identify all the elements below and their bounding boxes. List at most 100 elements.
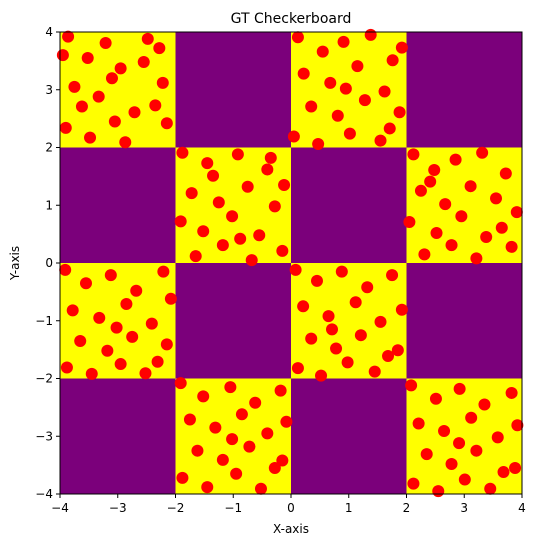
y-tick-label: −4 [35, 487, 53, 501]
scatter-point [156, 76, 169, 89]
scatter-point [68, 80, 81, 93]
scatter-point [478, 398, 491, 411]
scatter-point [60, 361, 73, 374]
scatter-point [224, 381, 237, 394]
scatter-point [470, 252, 483, 265]
scatter-point [386, 269, 399, 282]
scatter-point [74, 334, 87, 347]
scatter-point [235, 408, 248, 421]
scatter-point [511, 419, 524, 432]
scatter-point [330, 342, 343, 355]
scatter-point [276, 244, 289, 257]
scatter-point [316, 45, 329, 58]
y-tick-label: 4 [45, 25, 53, 39]
scatter-point [291, 31, 304, 44]
x-tick-label: 2 [403, 501, 411, 515]
scatter-point [137, 56, 150, 69]
y-tick-label: 2 [45, 141, 53, 155]
scatter-point [403, 216, 416, 228]
scatter-point [465, 411, 478, 424]
scatter-point [191, 444, 204, 457]
scatter-point [130, 284, 143, 297]
scatter-point [291, 362, 304, 375]
scatter-point [226, 210, 239, 223]
scatter-point [176, 146, 189, 159]
scatter-point [189, 250, 202, 263]
scatter-point [490, 192, 503, 205]
scatter-point [335, 265, 348, 278]
scatter-point [99, 36, 112, 49]
scatter-point [445, 457, 458, 470]
scatter-point [476, 146, 489, 159]
scatter-point [183, 413, 196, 426]
scatter-point [480, 231, 493, 244]
scatter-point [108, 115, 121, 128]
scatter-point [160, 117, 173, 130]
scatter-point [432, 485, 445, 498]
scatter-point [212, 196, 225, 209]
scatter-point [253, 229, 266, 242]
scatter-point [455, 210, 468, 223]
scatter-point [268, 200, 281, 213]
y-tick-label: 0 [45, 256, 53, 270]
scatter-point [110, 321, 123, 334]
scatter-point [231, 148, 244, 161]
y-tick-label: −1 [35, 314, 53, 328]
scatter-point [84, 131, 97, 144]
scatter-point [349, 296, 362, 309]
scatter-point [383, 122, 396, 135]
scatter-point [79, 277, 92, 290]
scatter-point [358, 94, 371, 107]
scatter-point [62, 30, 75, 43]
scatter-point [449, 153, 462, 166]
x-tick-label: −1 [224, 501, 242, 515]
scatter-point [264, 151, 277, 164]
scatter-point [491, 431, 504, 444]
scatter-point [407, 477, 420, 490]
scatter-point [428, 164, 441, 177]
scatter-point [453, 382, 466, 395]
scatter-point [114, 358, 127, 371]
scatter-point [322, 310, 335, 323]
scatter-point [56, 49, 69, 62]
scatter-point [418, 248, 431, 261]
scatter-point [395, 41, 408, 54]
scatter-point [430, 226, 443, 239]
scatter-point [157, 265, 170, 278]
scatter-point [497, 466, 510, 479]
scatter-point [305, 100, 318, 113]
scatter-point [185, 187, 198, 200]
scatter-point [207, 169, 220, 182]
scatter-point [59, 121, 72, 134]
x-axis-label: X-axis [273, 522, 309, 536]
scatter-point [261, 163, 274, 176]
x-tick-label: 0 [287, 501, 295, 515]
scatter-point [254, 482, 267, 495]
chart-title: GT Checkerboard [231, 11, 352, 27]
scatter-point [412, 417, 425, 430]
scatter-point [453, 437, 466, 450]
scatter-point [339, 82, 352, 95]
scatter-point [297, 67, 310, 80]
scatter-point [141, 32, 154, 45]
scatter-point [151, 355, 164, 368]
scatter-point [391, 344, 404, 357]
scatter-point [386, 54, 399, 67]
scatter-point [374, 315, 387, 328]
scatter-point [119, 136, 132, 149]
scatter-point [445, 239, 458, 252]
scatter-point [153, 42, 166, 55]
scatter-point [414, 184, 427, 197]
scatter-point [297, 300, 310, 313]
scatter-point [458, 473, 471, 486]
scatter-point [331, 109, 344, 122]
scatter-point [407, 148, 420, 161]
scatter-point [393, 106, 406, 119]
scatter-point [209, 421, 222, 434]
x-tick-label: 3 [460, 501, 468, 515]
scatter-point [249, 396, 262, 409]
y-axis-label: Y-axis [8, 246, 22, 281]
x-tick-label: 1 [345, 501, 353, 515]
scatter-point [495, 221, 508, 234]
